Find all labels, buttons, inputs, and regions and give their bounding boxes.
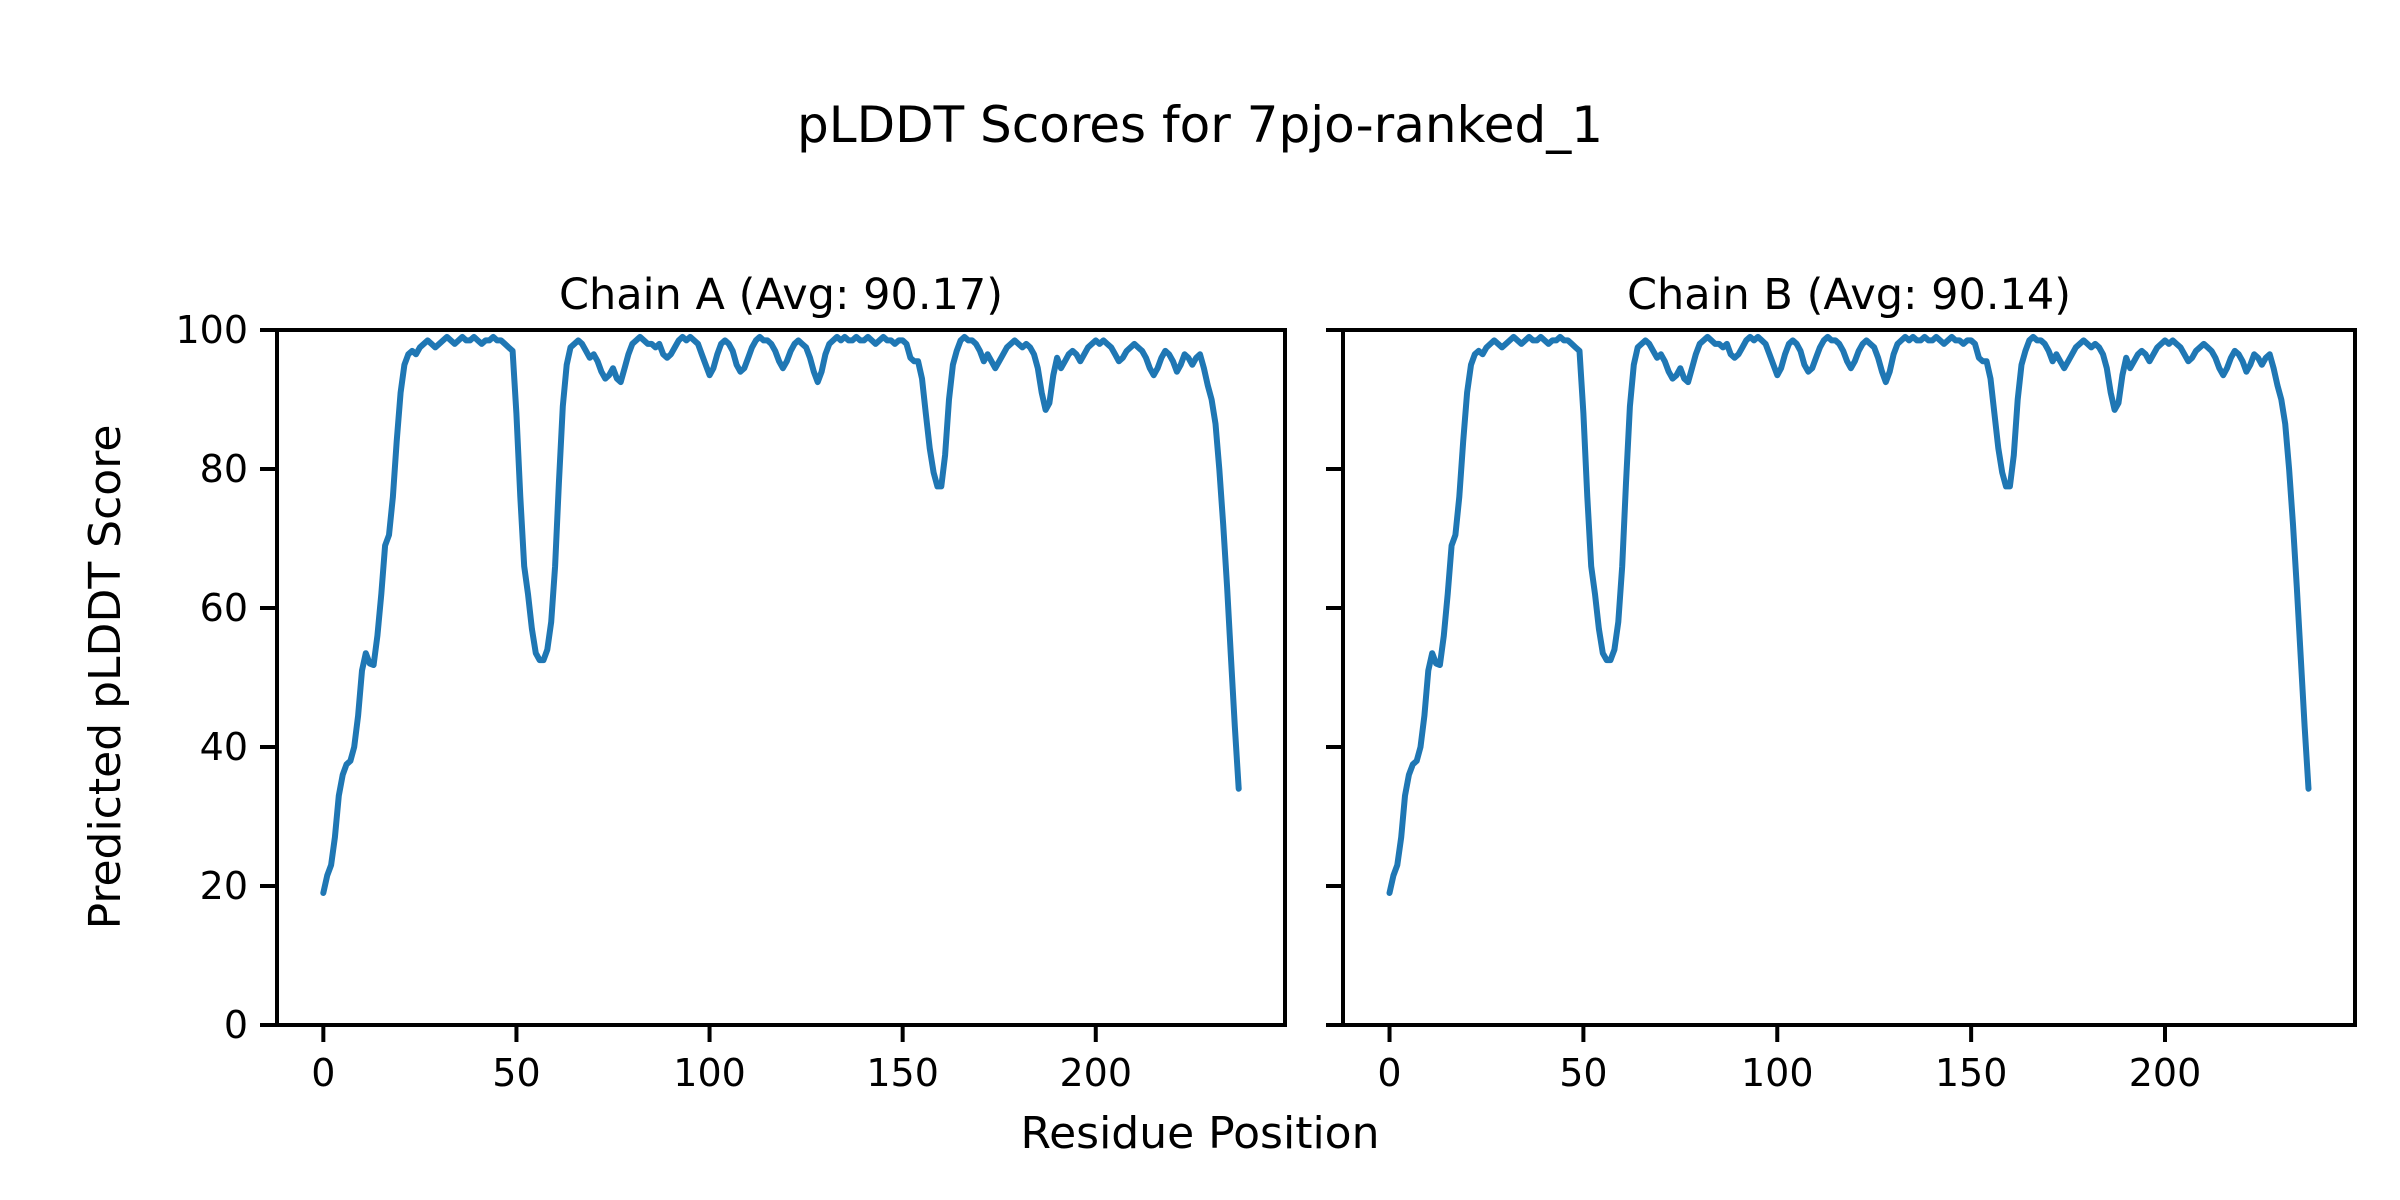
- y-axis-label: Predicted pLDDT Score: [80, 424, 131, 930]
- x-tick-label: 0: [311, 1051, 335, 1095]
- axes-spines-chain-a: [275, 328, 1287, 1027]
- figure-title: pLDDT Scores for 7pjo-ranked_1: [796, 96, 1604, 154]
- subplot-chain-a: 0 50 100 150 200 0 20 40 60 80 100: [175, 308, 1287, 1095]
- y-tick-label: 60: [200, 586, 248, 630]
- x-tick-label: 0: [1377, 1051, 1401, 1095]
- x-tick-label: 50: [492, 1051, 540, 1095]
- subplot-chain-b: 0 50 100 150 200: [1326, 328, 2357, 1095]
- axes-spines-chain-b: [1341, 328, 2357, 1027]
- plddt-line-chain-a: [320, 333, 1242, 896]
- x-axis-label: Residue Position: [1020, 1108, 1380, 1159]
- x-tick-label: 100: [1741, 1051, 1814, 1095]
- subplot-chain-b-title: Chain B (Avg: 90.14): [1626, 270, 2072, 320]
- x-tick-label: 150: [866, 1051, 939, 1095]
- plddt-line-chain-b: [1386, 333, 2312, 896]
- y-tick-label: 20: [200, 864, 248, 908]
- x-tick-label: 200: [1059, 1051, 1132, 1095]
- subplot-chain-a-title: Chain A (Avg: 90.17): [558, 270, 1004, 320]
- y-tick-label: 0: [224, 1003, 248, 1047]
- x-tick-label: 50: [1559, 1051, 1607, 1095]
- y-tick-label: 40: [200, 725, 248, 769]
- x-tick-label: 100: [673, 1051, 746, 1095]
- x-tick-label: 200: [2129, 1051, 2202, 1095]
- x-tick-label: 150: [1935, 1051, 2008, 1095]
- y-tick-label: 100: [175, 308, 248, 352]
- y-tick-label: 80: [200, 447, 248, 491]
